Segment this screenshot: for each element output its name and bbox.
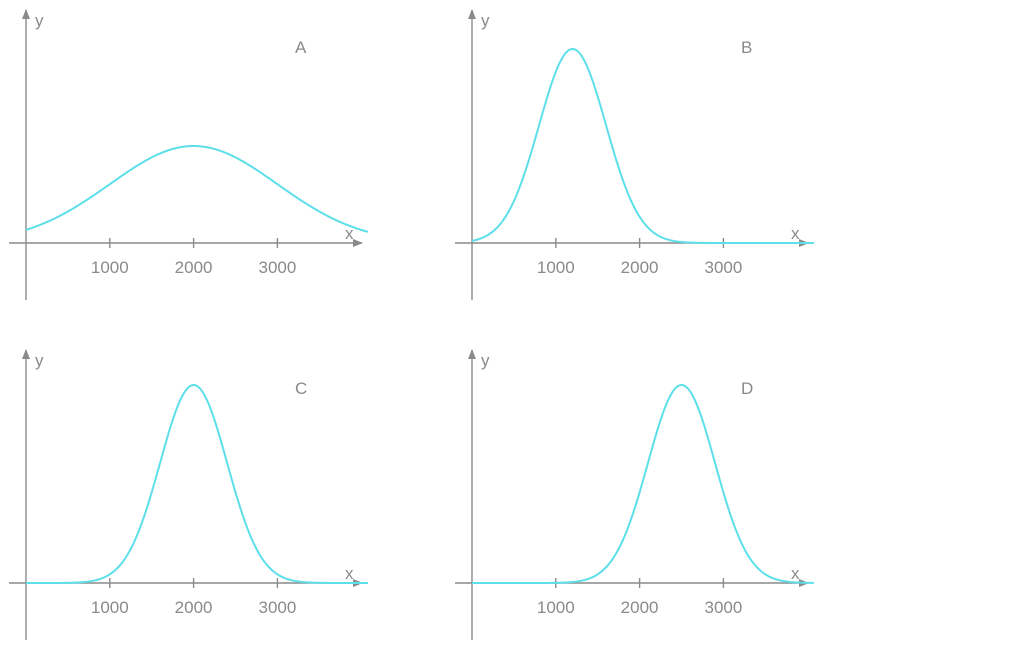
panel-d-y-axis-arrow xyxy=(468,349,476,359)
panel-a-x-axis-label: x xyxy=(345,224,354,243)
panel-d-label: D xyxy=(741,379,753,398)
panel-a-y-axis-label: y xyxy=(35,11,44,30)
panel-a-tick-label-3000: 3000 xyxy=(258,258,296,277)
panel-b-label: B xyxy=(741,38,752,57)
panel-c-curve xyxy=(26,383,368,584)
panel-b-y-axis-arrow xyxy=(468,9,476,19)
panel-a-tick-label-2000: 2000 xyxy=(175,258,213,277)
panel-b-tick-label-3000: 3000 xyxy=(704,258,742,277)
panel-a-label: A xyxy=(295,38,307,57)
panel-a-y-axis-arrow xyxy=(22,9,30,19)
panel-d-curve xyxy=(472,383,814,584)
panel-d-tick-label-1000: 1000 xyxy=(537,598,575,617)
panel-a-x-axis-arrow xyxy=(353,239,363,247)
panel-d-tick-label-2000: 2000 xyxy=(621,598,659,617)
panel-a-tick-label-1000: 1000 xyxy=(91,258,129,277)
panel-c-x-axis-label: x xyxy=(345,564,354,583)
panel-c-tick-label-1000: 1000 xyxy=(91,598,129,617)
panel-b-x-axis-label: x xyxy=(791,224,800,243)
panel-d-tick-label-3000: 3000 xyxy=(704,598,742,617)
panel-c-y-axis-label: y xyxy=(35,351,44,370)
panel-b-curve xyxy=(471,48,814,244)
panel-d-y-axis-label: y xyxy=(481,351,490,370)
panel-c-y-axis-arrow xyxy=(22,349,30,359)
panel-a-curve xyxy=(25,145,369,233)
panel-d-x-axis-label: x xyxy=(791,564,800,583)
panel-c-label: C xyxy=(295,379,307,398)
panel-c-tick-label-2000: 2000 xyxy=(175,598,213,617)
panel-b-tick-label-2000: 2000 xyxy=(621,258,659,277)
panel-c-tick-label-3000: 3000 xyxy=(258,598,296,617)
panel-b-tick-label-1000: 1000 xyxy=(537,258,575,277)
panel-b-y-axis-label: y xyxy=(481,11,490,30)
